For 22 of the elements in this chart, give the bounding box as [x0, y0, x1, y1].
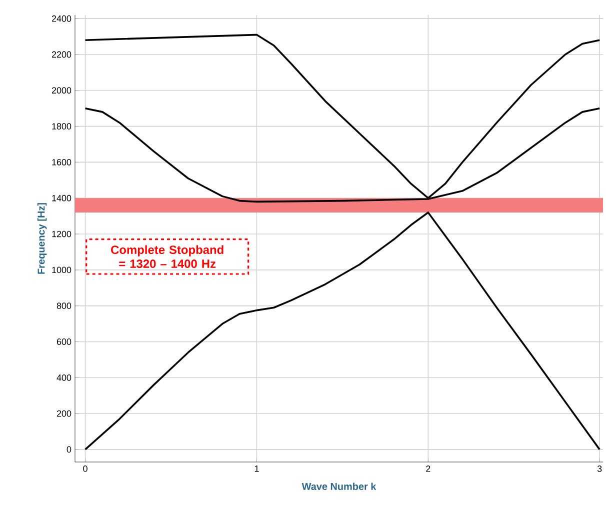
x-tick-label: 0 [83, 466, 88, 472]
y-tick-label: 0 [66, 446, 72, 453]
y-tick-label: 2000 [52, 87, 72, 94]
y-tick-label: 1000 [52, 266, 72, 274]
x-tick-label: 3 [597, 466, 602, 472]
x-axis-title: Wave Number k [302, 482, 376, 490]
x-tick-label: 1 [254, 466, 259, 472]
x-tick-label: 2 [426, 466, 430, 472]
y-tick-label: 1600 [52, 159, 72, 166]
y-axis-title: Frequency [Hz] [37, 203, 47, 274]
y-tick-label: 600 [56, 338, 72, 345]
y-tick-label: 800 [56, 302, 72, 309]
line-series [84, 212, 600, 450]
y-tick-label: 1200 [52, 230, 72, 238]
y-tick-label: 1800 [52, 123, 72, 130]
y-tick-label: 2200 [52, 51, 72, 58]
y-tick-label: 200 [56, 410, 72, 417]
y-tick-label: 400 [56, 374, 72, 381]
y-tick-label: 2400 [52, 15, 72, 22]
y-tick-label: 1400 [52, 194, 72, 202]
line-series [84, 34, 600, 200]
band-label: Complete Stopband = 1320 – 1400 Hz [111, 245, 224, 268]
